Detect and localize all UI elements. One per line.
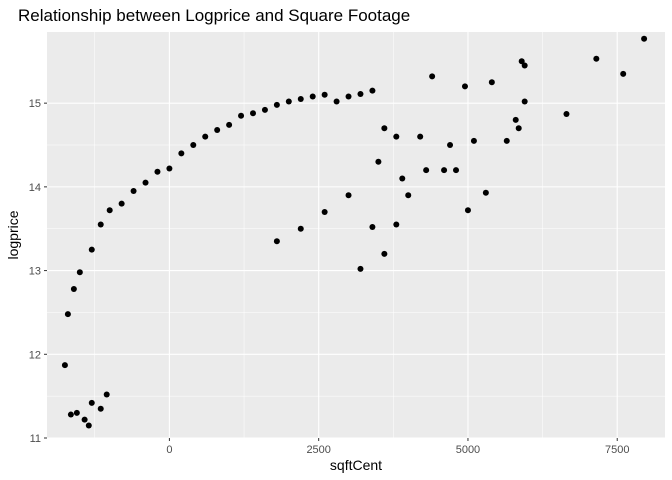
- data-point: [88, 246, 95, 253]
- data-point: [641, 35, 648, 42]
- x-tick-label: 2500: [306, 444, 330, 456]
- chart-title: Relationship between Logprice and Square…: [18, 6, 410, 25]
- y-tick-label: 14: [29, 182, 41, 194]
- data-point: [190, 142, 197, 149]
- data-point: [464, 207, 471, 214]
- data-point: [357, 265, 364, 272]
- data-point: [261, 106, 268, 113]
- data-point: [273, 101, 280, 108]
- data-point: [381, 250, 388, 257]
- data-point: [250, 110, 256, 117]
- data-point: [593, 55, 600, 62]
- data-point: [515, 125, 522, 132]
- data-point: [238, 112, 245, 119]
- x-tick-label: 0: [166, 444, 172, 456]
- data-point: [453, 167, 460, 174]
- data-point: [154, 168, 161, 175]
- data-point: [214, 126, 221, 133]
- data-point: [470, 137, 477, 144]
- x-tick-label: 7500: [605, 444, 629, 456]
- data-point: [357, 90, 364, 97]
- data-point: [521, 62, 528, 69]
- data-point: [309, 93, 316, 100]
- data-point: [61, 362, 68, 369]
- data-point: [417, 133, 424, 140]
- data-point: [97, 221, 104, 228]
- data-point: [118, 200, 125, 207]
- y-axis-title: logprice: [5, 210, 21, 259]
- data-point: [106, 207, 113, 214]
- x-axis-title: sqftCent: [330, 457, 382, 473]
- y-tick-label: 15: [29, 98, 41, 110]
- data-point: [97, 405, 104, 412]
- data-point: [375, 158, 382, 165]
- data-point: [64, 311, 71, 318]
- data-points: [61, 35, 648, 429]
- data-point: [399, 175, 406, 182]
- data-point: [447, 142, 454, 149]
- data-point: [429, 73, 436, 80]
- y-tick-label: 11: [30, 433, 41, 445]
- y-axis-ticks: 11 12 13 14 15: [29, 98, 47, 445]
- x-tick-label: 5000: [456, 444, 480, 456]
- data-point: [381, 125, 388, 132]
- data-point: [482, 189, 489, 196]
- grid-lines: [47, 32, 665, 439]
- data-point: [488, 79, 495, 86]
- data-point: [369, 87, 376, 94]
- data-point: [166, 165, 173, 172]
- data-point: [518, 58, 525, 65]
- data-point: [461, 83, 468, 90]
- data-point: [345, 93, 352, 100]
- data-point: [297, 225, 304, 232]
- y-tick-label: 12: [29, 349, 41, 361]
- data-point: [321, 208, 328, 215]
- data-point: [521, 98, 528, 105]
- data-point: [130, 188, 137, 195]
- data-point: [503, 137, 510, 144]
- data-point: [85, 422, 92, 429]
- data-point: [73, 409, 80, 416]
- data-point: [178, 150, 185, 157]
- data-point: [620, 70, 627, 77]
- data-point: [405, 192, 412, 199]
- data-point: [393, 133, 400, 140]
- data-point: [369, 224, 376, 231]
- data-point: [333, 98, 340, 105]
- data-point: [285, 98, 292, 105]
- data-point: [563, 111, 570, 118]
- data-point: [423, 167, 430, 174]
- data-point: [297, 95, 304, 102]
- y-tick-label: 13: [29, 266, 41, 278]
- data-point: [441, 167, 448, 174]
- data-point: [273, 238, 280, 245]
- plot-panel: [47, 32, 665, 438]
- data-point: [345, 192, 352, 199]
- data-point: [202, 133, 209, 140]
- data-point: [88, 399, 95, 406]
- data-point: [76, 269, 83, 276]
- data-point: [321, 91, 328, 98]
- data-point: [512, 116, 519, 123]
- data-point: [67, 411, 74, 418]
- data-point: [103, 391, 110, 398]
- data-point: [226, 121, 233, 128]
- data-point: [393, 221, 400, 228]
- data-point: [70, 285, 77, 292]
- x-axis-ticks: 0 2500 5000 7500: [166, 438, 629, 456]
- data-point: [81, 416, 88, 423]
- data-point: [142, 179, 149, 186]
